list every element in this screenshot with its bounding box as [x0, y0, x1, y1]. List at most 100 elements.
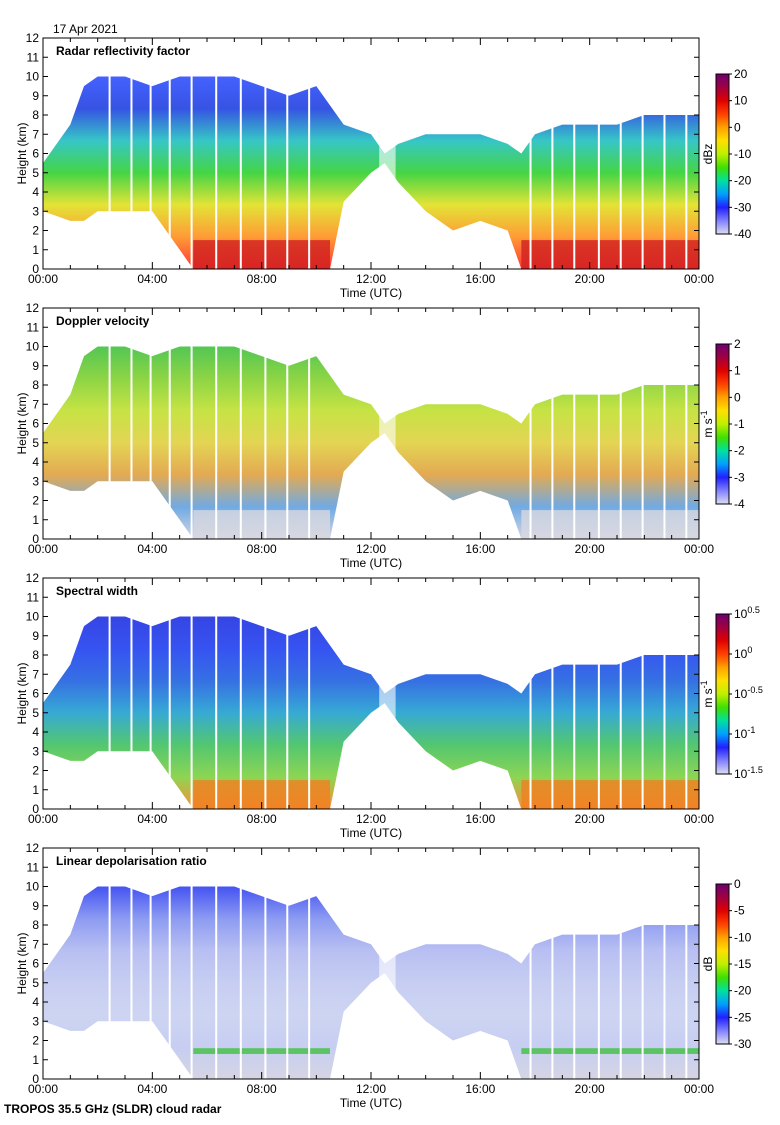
- data-gap: [308, 308, 311, 539]
- y-tick-label: 7: [32, 397, 39, 411]
- cloud-echo: [43, 346, 699, 539]
- low-level-band: [521, 240, 699, 269]
- data-gap: [641, 848, 644, 1079]
- y-tick-label: 4: [32, 185, 39, 199]
- colorbar-tick-label-base: 1: [734, 364, 741, 378]
- colorbar-tick-label: 10: [734, 94, 748, 108]
- colorbar-tick-label: -25: [734, 1010, 752, 1024]
- colorbar-tick-label: 100: [734, 645, 752, 661]
- colorbar-tick-label: 0: [734, 390, 741, 404]
- colorbar-tick-label-base: 2: [734, 337, 741, 351]
- x-tick-label: 00:00: [684, 1082, 714, 1096]
- data-gap: [379, 848, 396, 1079]
- data-gap: [264, 308, 267, 539]
- y-tick-label: 9: [32, 89, 39, 103]
- data-gap: [130, 38, 133, 269]
- colorbar-tick-label: 10-1.5: [734, 765, 763, 781]
- y-axis-label: Height (km): [15, 662, 29, 724]
- colorbar-tick-label-base: -15: [734, 957, 752, 971]
- data-gap: [597, 308, 600, 539]
- low-level-band: [193, 1048, 330, 1054]
- y-tick-label: 8: [32, 648, 39, 662]
- y-tick-label: 0: [32, 532, 39, 546]
- x-axis-label: Time (UTC): [340, 1096, 402, 1110]
- colorbar-tick-label-sup: -0.5: [747, 685, 763, 695]
- colorbar-tick-label-base: -40: [734, 227, 752, 241]
- data-gap: [379, 308, 396, 539]
- colorbar-tick-label: 10-1: [734, 725, 755, 741]
- y-tick-label: 3: [32, 744, 39, 758]
- data-gap: [149, 308, 152, 539]
- x-tick-label: 08:00: [247, 1082, 277, 1096]
- data-gap: [641, 38, 644, 269]
- x-tick-label: 16:00: [465, 542, 495, 556]
- x-tick-label: 16:00: [465, 1082, 495, 1096]
- colorbar-tick-label-sup: -1.5: [747, 765, 763, 775]
- data-gap: [619, 38, 622, 269]
- colorbar-label: m s-1: [699, 680, 715, 707]
- cloud-echo: [43, 886, 699, 1079]
- data-gap: [108, 38, 111, 269]
- x-tick-label: 20:00: [575, 812, 605, 826]
- data-gap: [168, 848, 171, 1079]
- data-gap: [529, 578, 532, 809]
- x-tick-label: 12:00: [356, 1082, 386, 1096]
- x-tick-label: 04:00: [137, 272, 167, 286]
- colorbar-tick-label-base: 0: [734, 877, 741, 891]
- colorbar-tick-label: -2: [734, 444, 745, 458]
- data-gap: [215, 308, 218, 539]
- y-tick-label: 6: [32, 147, 39, 161]
- colorbar-tick-label-base: -5: [734, 904, 745, 918]
- colorbar-tick-label-base: -3: [734, 470, 745, 484]
- data-gap: [573, 308, 576, 539]
- colorbar-tick-label: -4: [734, 497, 745, 511]
- x-tick-label: 00:00: [28, 1082, 58, 1096]
- data-gap: [239, 308, 242, 539]
- x-tick-label: 00:00: [28, 812, 58, 826]
- colorbar-tick-label-base: 10: [734, 647, 748, 661]
- data-gap: [379, 38, 396, 269]
- colorbar-tick-label: -10: [734, 930, 752, 944]
- colorbar-tick-label-base: 10: [734, 727, 748, 741]
- x-axis-label: Time (UTC): [340, 286, 402, 300]
- data-gap: [685, 578, 688, 809]
- data-gap: [149, 578, 152, 809]
- colorbar-tick-label-base: -20: [734, 174, 752, 188]
- y-tick-label: 0: [32, 262, 39, 276]
- colorbar-tick-label-sup: 0.5: [747, 605, 760, 615]
- colorbar-tick-label: -20: [734, 174, 752, 188]
- y-tick-label: 1: [32, 243, 39, 257]
- y-tick-label: 8: [32, 108, 39, 122]
- data-gap: [190, 308, 193, 539]
- colorbar-tick-label: -30: [734, 1037, 752, 1051]
- colorbar-label-base: m s: [701, 688, 715, 707]
- data-gap: [149, 38, 152, 269]
- colorbar-tick-label-base: -30: [734, 1037, 752, 1051]
- data-gap: [663, 578, 666, 809]
- x-tick-label: 08:00: [247, 542, 277, 556]
- colorbar-tick-label: 2: [734, 337, 741, 351]
- colorbar-tick-label-sup: -1: [747, 725, 755, 735]
- panel-title: Spectral width: [56, 584, 138, 598]
- data-gap: [108, 308, 111, 539]
- data-gap: [130, 578, 133, 809]
- data-gap: [215, 578, 218, 809]
- panel-title: Doppler velocity: [56, 314, 150, 328]
- colorbar-label: m s-1: [699, 410, 715, 437]
- panel-title: Radar reflectivity factor: [56, 44, 190, 58]
- y-tick-label: 7: [32, 937, 39, 951]
- data-gap: [264, 578, 267, 809]
- data-gap: [168, 308, 171, 539]
- colorbar-tick-label: 0: [734, 877, 741, 891]
- colorbar-tick-label: -5: [734, 904, 745, 918]
- data-gap: [130, 848, 133, 1079]
- colorbar-tick-label: 1: [734, 364, 741, 378]
- data-gap: [308, 848, 311, 1079]
- footer-label: TROPOS 35.5 GHz (SLDR) cloud radar: [4, 1102, 222, 1116]
- y-tick-label: 7: [32, 127, 39, 141]
- data-gap: [239, 848, 242, 1079]
- colorbar-tick-label: -40: [734, 227, 752, 241]
